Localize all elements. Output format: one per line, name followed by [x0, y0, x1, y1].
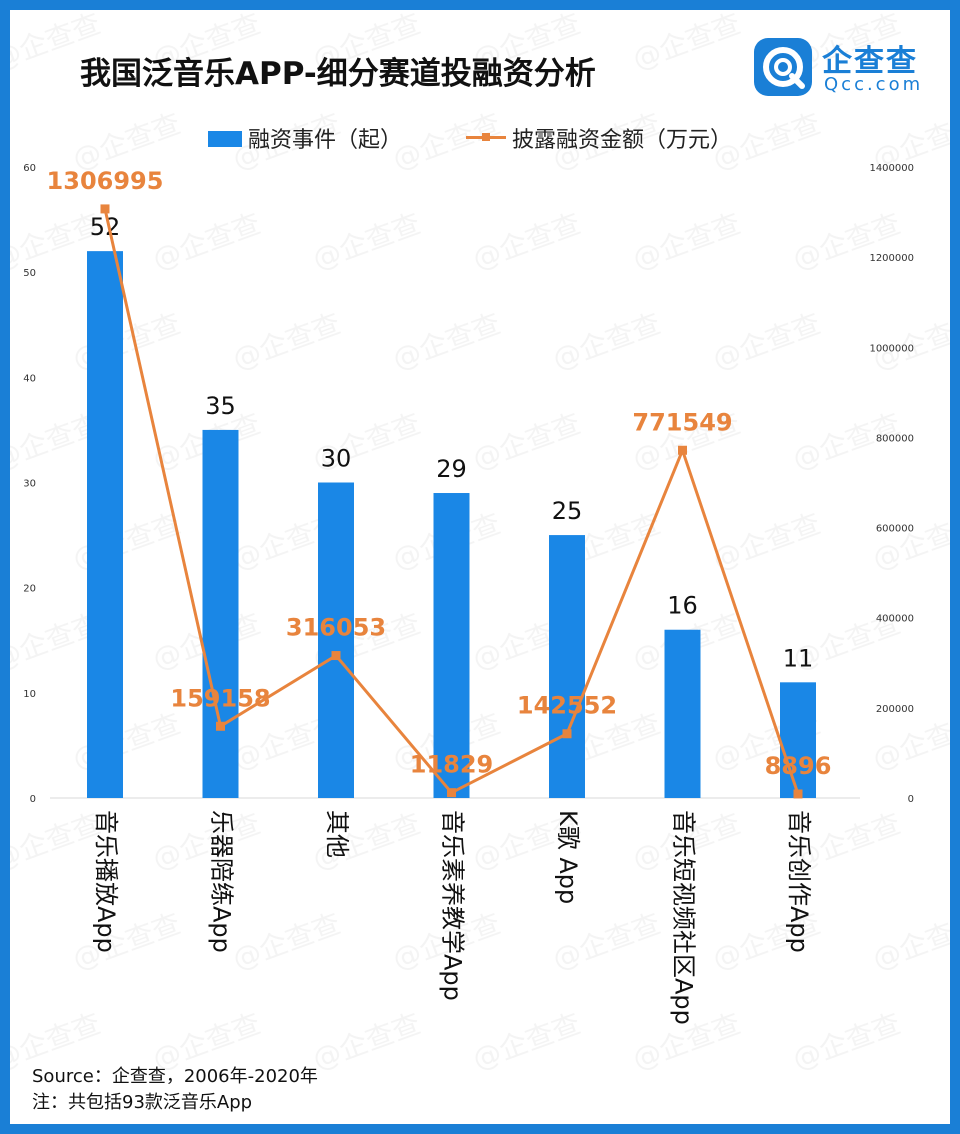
y-left-tick-label: 30	[23, 479, 36, 490]
chart-title: 我国泛音乐APP-细分赛道投融资分析	[80, 56, 596, 92]
qcc-logo-url: Qcc.com	[824, 74, 924, 95]
y-right-tick-label: 800000	[876, 433, 914, 444]
line-value-label: 11829	[410, 751, 494, 779]
y-left-tick-label: 50	[23, 268, 36, 279]
y-left-tick-label: 10	[23, 689, 36, 700]
chart-legend: 融资事件（起） 披露融资金额（万元）	[10, 122, 950, 158]
bar-value-label: 30	[321, 445, 352, 473]
y-right-tick-label: 1200000	[869, 253, 914, 264]
bar	[87, 251, 123, 799]
line-value-label: 159158	[170, 684, 270, 712]
bar	[318, 482, 354, 798]
legend-bar-label: 融资事件（起）	[248, 128, 403, 153]
bar	[549, 535, 585, 798]
bar-value-label: 35	[205, 392, 236, 420]
y-left-tick-label: 40	[23, 373, 36, 384]
x-category-label: 音乐素养教学App	[439, 810, 467, 1001]
line-point	[331, 651, 341, 661]
y-right-tick-label: 600000	[876, 524, 914, 535]
legend-bar-swatch	[208, 131, 242, 147]
y-right-tick-label: 200000	[876, 704, 914, 715]
line-value-label: 771549	[632, 408, 732, 436]
bar-value-label: 11	[783, 644, 814, 672]
x-category-label: 音乐创作App	[785, 810, 813, 953]
line-point	[562, 729, 572, 739]
legend-line-label: 披露融资金额（万元）	[512, 128, 733, 153]
line-point	[793, 789, 803, 799]
line-point	[216, 721, 225, 731]
line-value-label: 1306995	[47, 167, 164, 195]
qcc-logo: 企查查 Qcc.com	[754, 34, 924, 104]
line-point	[678, 445, 687, 455]
bar-value-label: 25	[552, 497, 583, 525]
chart-plot: 0 10 20 30 40 50 60 0 200000 400000 600000 800000 10…	[23, 163, 914, 1025]
y-right-tick-label: 1000000	[869, 343, 914, 354]
x-category-label: 音乐短视频社区App	[670, 810, 698, 1025]
line-value-label: 316053	[286, 614, 386, 642]
qcc-logo-icon	[754, 38, 812, 96]
y-right-tick-label: 400000	[876, 614, 914, 625]
legend-line-marker	[482, 133, 490, 141]
y-left-tick-label: 60	[23, 163, 36, 174]
chart-frame: @企查查 @企查查 @企查查 @企查查 @企查查 @企查查 @企查查 @企查查 @企查查 @企查查…	[10, 10, 950, 1124]
bar	[664, 629, 701, 798]
x-category-label: 其他	[323, 810, 351, 858]
x-category-label: 乐器陪练App	[208, 810, 236, 953]
line-point	[447, 788, 456, 798]
bar	[202, 429, 239, 798]
bar-value-label: 29	[436, 455, 467, 483]
line-point	[100, 204, 110, 214]
source-note: Source：企查查，2006年-2020年	[32, 1066, 318, 1087]
bar-value-label: 52	[90, 213, 121, 241]
x-category-label: 音乐播放App	[92, 810, 120, 953]
bar-value-label: 16	[667, 592, 698, 620]
line-value-label: 8896	[765, 752, 832, 780]
y-left-tick-label: 20	[23, 584, 36, 595]
y-left-tick-label: 0	[30, 794, 36, 805]
x-category-label: K歌 App	[554, 810, 582, 904]
bar	[433, 493, 470, 798]
qcc-logo-text: 企查查	[822, 44, 918, 79]
line-value-label: 142552	[517, 692, 617, 720]
y-right-tick-label: 1400000	[869, 163, 914, 174]
bar	[780, 682, 816, 798]
y-right-tick-label: 0	[908, 794, 914, 805]
footnote: 注：共包括93款泛音乐App	[32, 1092, 253, 1113]
